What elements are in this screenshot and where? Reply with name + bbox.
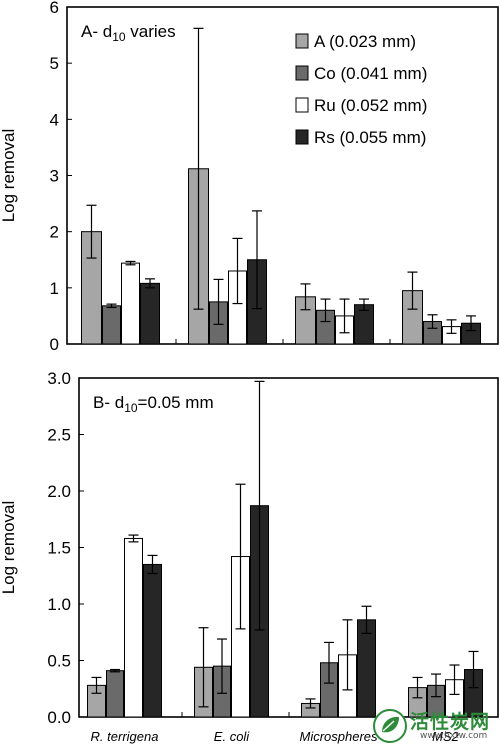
y-tick-label: 1 [50, 279, 59, 298]
panel-label: A- d10 varies [81, 22, 176, 44]
y-tick-label: 3 [50, 167, 59, 186]
panel-label: B- d10=0.05 mm [93, 393, 214, 415]
watermark-text: 活性炭网 [410, 711, 491, 733]
y-tick-label: 0.0 [47, 708, 71, 727]
y-tick-label: 4 [50, 110, 59, 129]
y-tick-label: 1.5 [47, 539, 71, 558]
chart-panel-b: 0.0 0.5 1.0 1.5 2.0 2.5 3.0 Log removal B- d10=0… [0, 369, 499, 744]
y-tick-label: 0.5 [47, 652, 71, 671]
y-tick-label: 1.0 [47, 595, 71, 614]
x-category-label: E. coli [214, 729, 251, 744]
legend-swatch-co [295, 65, 309, 81]
bar-co-r-terrigena [106, 670, 124, 718]
leaf-logo-icon [373, 709, 407, 743]
bar-rs-r-terrigena [143, 563, 162, 718]
legend-label-ru: Ru (0.052 mm) [314, 96, 427, 115]
x-category-label: R. terrigena [91, 729, 159, 744]
y-tick-label: 2 [50, 223, 59, 242]
x-category-label: MS2 [432, 729, 460, 744]
y-tick-label: 2.0 [47, 482, 71, 501]
bar-co-r-terrigena [102, 305, 121, 345]
y-tick-label: 6 [50, 0, 59, 17]
watermark: 活性炭网 www.hxtw.com [372, 706, 498, 746]
x-category-label: Microspheres [299, 729, 378, 744]
watermark-url: www.hxtw.com [420, 731, 488, 741]
legend-label-a: A (0.023 mm) [314, 32, 416, 51]
y-tick-label: 0 [50, 335, 59, 354]
bar-ru-r-terrigena [124, 537, 143, 718]
y-axis-title: Log removal [0, 501, 18, 595]
y-tick-label: 5 [50, 54, 59, 73]
legend-swatch-a [295, 33, 309, 49]
legend-swatch-rs [295, 129, 309, 145]
legend-swatch-ru [295, 97, 309, 113]
y-tick-label: 3.0 [47, 369, 71, 388]
legend-label-rs: Rs (0.055 mm) [314, 128, 426, 147]
y-tick-label: 2.5 [47, 426, 71, 445]
legend-label-co: Co (0.041 mm) [314, 64, 427, 83]
bar-rs-microspheres [357, 619, 376, 718]
bar-ru-r-terrigena [121, 262, 140, 345]
chart-panel-a: 0 1 2 3 4 5 6 Log removal A- d10 varies A (0.023 … [0, 0, 499, 354]
bar-rs-r-terrigena [140, 282, 160, 345]
y-axis-title: Log removal [0, 129, 18, 223]
